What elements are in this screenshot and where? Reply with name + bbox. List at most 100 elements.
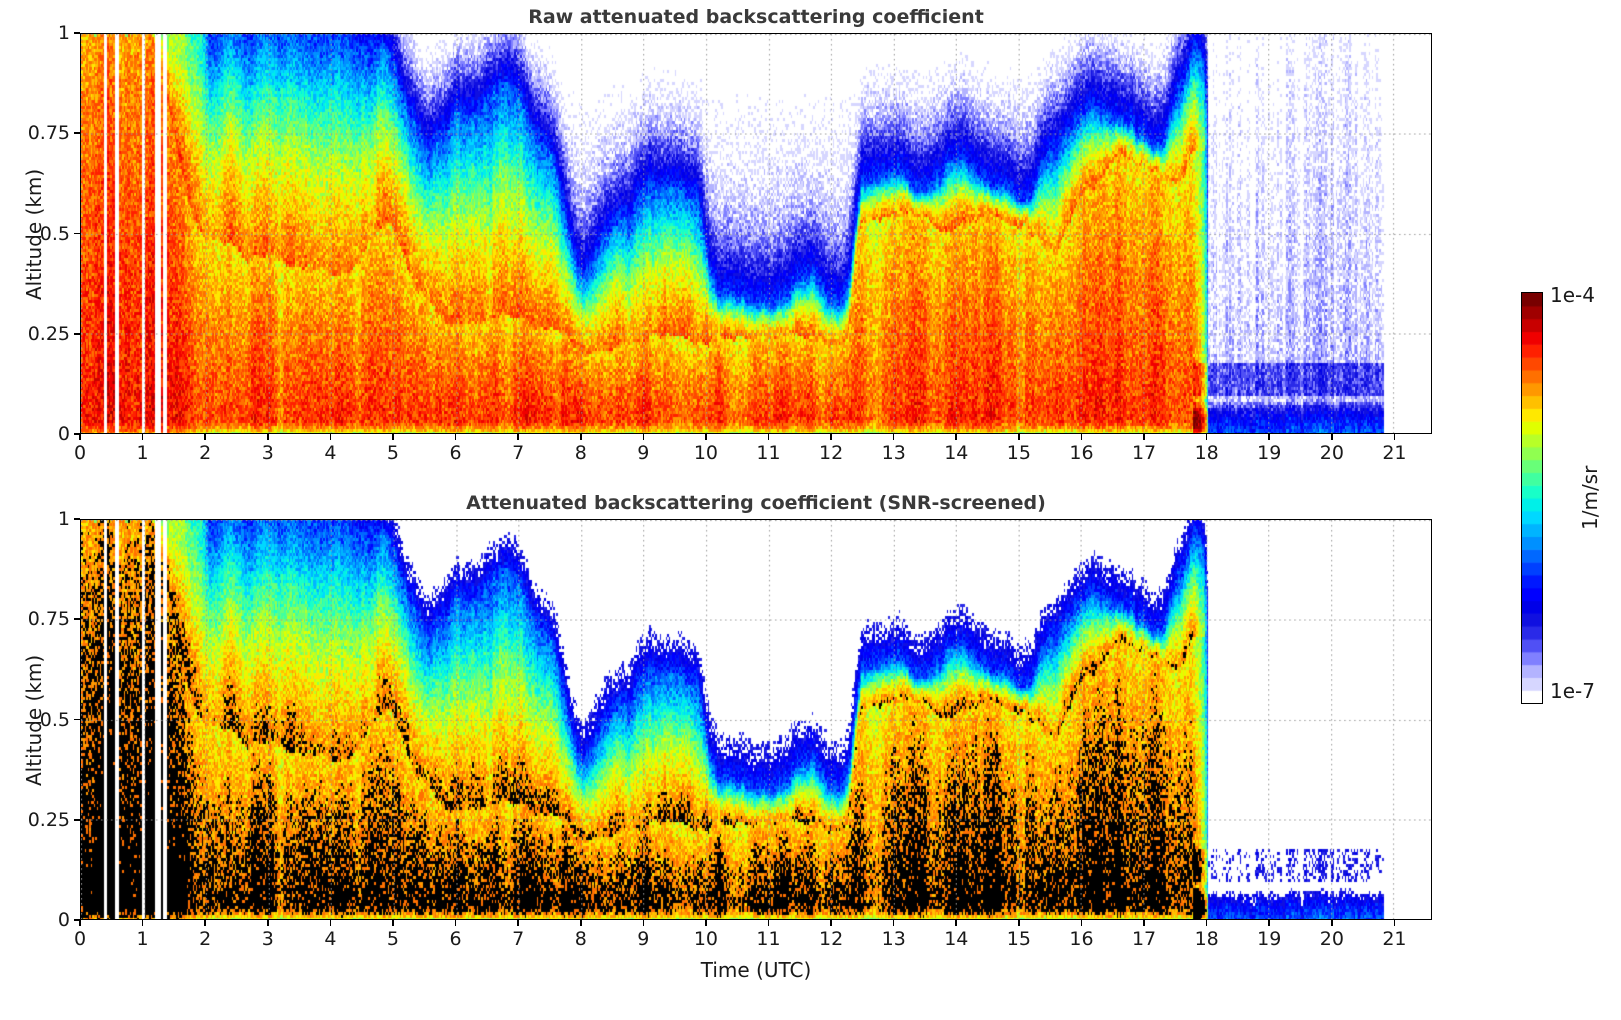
- y-tick-label: 0.25: [27, 808, 70, 831]
- y-tick-mark: [74, 919, 80, 921]
- x-tick-mark: [392, 434, 394, 440]
- y-tick-label: 1: [57, 508, 70, 530]
- x-tick-mark: [955, 434, 958, 440]
- x-tick-mark: [1268, 920, 1271, 926]
- x-tick-label: 21: [1382, 442, 1407, 464]
- y-tick-label: 1: [57, 22, 70, 44]
- colorbar: [1521, 292, 1543, 704]
- heatmap-axes-snr: [80, 519, 1432, 920]
- x-tick-mark: [1080, 920, 1083, 926]
- x-tick-label: 9: [637, 442, 650, 464]
- x-tick-label: 17: [1131, 442, 1157, 464]
- x-tick-mark: [1143, 920, 1145, 926]
- heatmap-axes-raw: [80, 33, 1432, 434]
- x-tick-label: 12: [819, 928, 844, 950]
- y-tick-mark: [74, 332, 80, 335]
- x-tick-mark: [1080, 434, 1083, 440]
- y-tick-label: 0.5: [39, 222, 70, 245]
- x-tick-label: 11: [756, 442, 781, 464]
- x-tick-mark: [266, 920, 269, 926]
- x-tick-label: 20: [1319, 442, 1344, 464]
- x-tick-mark: [642, 920, 645, 926]
- x-tick-mark: [705, 434, 707, 440]
- x-tick-label: 14: [944, 442, 969, 464]
- x-tick-mark: [517, 920, 519, 926]
- y-tick-mark: [74, 232, 80, 235]
- x-tick-label: 4: [324, 928, 337, 950]
- x-tick-mark: [329, 920, 332, 926]
- x-tick-label: 21: [1382, 928, 1407, 950]
- x-tick-mark: [767, 434, 770, 440]
- x-tick-label: 12: [819, 442, 844, 464]
- y-tick-mark: [74, 132, 80, 135]
- colorbar-min-label: 1e-7: [1550, 679, 1595, 703]
- x-tick-mark: [642, 434, 645, 440]
- x-tick-label: 19: [1257, 928, 1282, 950]
- x-tick-mark: [1393, 434, 1396, 440]
- x-tick-label: 18: [1194, 928, 1219, 950]
- x-tick-mark: [204, 920, 206, 926]
- x-tick-label: 14: [944, 928, 969, 950]
- x-tick-mark: [141, 920, 144, 926]
- x-tick-label: 13: [881, 928, 906, 950]
- x-tick-label: 13: [881, 442, 906, 464]
- x-tick-mark: [1331, 920, 1333, 926]
- x-tick-mark: [79, 920, 81, 926]
- x-tick-label: 7: [512, 442, 525, 464]
- x-tick-mark: [1205, 434, 1208, 440]
- colorbar-unit-label: 1/m/sr: [1578, 465, 1602, 530]
- x-tick-mark: [1143, 434, 1145, 440]
- x-tick-mark: [1268, 434, 1271, 440]
- x-tick-mark: [517, 434, 519, 440]
- y-tick-mark: [74, 818, 80, 821]
- y-tick-mark: [74, 32, 80, 34]
- x-tick-label: 0: [73, 928, 87, 950]
- x-tick-mark: [1331, 434, 1333, 440]
- x-tick-mark: [830, 434, 832, 440]
- y-tick-label: 0.5: [39, 708, 70, 731]
- y-tick-mark: [74, 518, 80, 520]
- x-tick-mark: [79, 434, 81, 440]
- y-tick-mark: [74, 433, 80, 435]
- x-tick-label: 9: [637, 928, 650, 950]
- x-tick-mark: [892, 920, 895, 926]
- x-tick-mark: [266, 434, 269, 440]
- x-tick-label: 10: [693, 442, 719, 464]
- panel-title-snr: Attenuated backscattering coefficient (S…: [466, 492, 1046, 514]
- x-tick-mark: [579, 920, 582, 926]
- x-tick-label: 2: [199, 928, 212, 950]
- panel-title-raw: Raw attenuated backscattering coefficien…: [528, 6, 984, 28]
- y-tick-label: 0.25: [27, 322, 70, 345]
- x-tick-label: 5: [386, 442, 399, 464]
- x-tick-label: 5: [386, 928, 399, 950]
- x-tick-mark: [1018, 920, 1020, 926]
- x-tick-label: 15: [1006, 442, 1031, 464]
- x-tick-label: 20: [1319, 928, 1344, 950]
- x-tick-label: 10: [693, 928, 719, 950]
- y-tick-mark: [74, 718, 80, 721]
- x-tick-mark: [830, 920, 832, 926]
- x-tick-label: 18: [1194, 442, 1219, 464]
- x-tick-label: 16: [1069, 442, 1094, 464]
- y-axis-label-snr: Altitude (km): [22, 654, 46, 786]
- x-tick-mark: [204, 434, 206, 440]
- x-tick-label: 4: [324, 442, 337, 464]
- x-tick-label: 15: [1006, 928, 1031, 950]
- x-tick-label: 2: [199, 442, 212, 464]
- x-tick-label: 8: [574, 928, 587, 950]
- y-tick-label: 0.75: [27, 122, 70, 145]
- x-tick-label: 0: [73, 442, 87, 464]
- x-tick-mark: [892, 434, 895, 440]
- x-tick-label: 3: [261, 928, 274, 950]
- y-tick-label: 0.75: [27, 608, 70, 631]
- x-tick-mark: [454, 920, 457, 926]
- x-tick-label: 16: [1069, 928, 1094, 950]
- x-tick-label: 17: [1131, 928, 1157, 950]
- x-axis-label: Time (UTC): [700, 958, 812, 982]
- x-tick-label: 3: [261, 442, 274, 464]
- colorbar-max-label: 1e-4: [1550, 283, 1595, 307]
- x-tick-mark: [955, 920, 958, 926]
- y-tick-mark: [74, 618, 80, 621]
- x-tick-label: 6: [449, 928, 462, 950]
